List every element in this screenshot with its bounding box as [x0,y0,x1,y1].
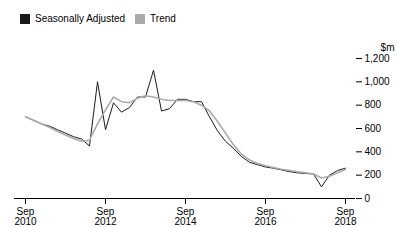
svg-text:Sep2012: Sep2012 [94,206,117,227]
svg-text:400: 400 [365,146,382,157]
svg-text:Sep2010: Sep2010 [14,206,37,227]
svg-text:Sep2014: Sep2014 [174,206,197,227]
svg-text:800: 800 [365,99,382,110]
html-text:Trend: Trend [150,13,176,24]
svg-text:1,200: 1,200 [365,53,390,64]
svg-text:1,000: 1,000 [365,76,390,87]
svg-text:0: 0 [365,193,371,204]
html-text:Seasonally Adjusted: Seasonally Adjusted [35,13,126,24]
svg-text:$m: $m [381,42,395,53]
svg-text:600: 600 [365,123,382,134]
svg-text:200: 200 [365,169,382,180]
svg-text:Sep2016: Sep2016 [254,206,277,227]
svg-text:Sep2018: Sep2018 [334,206,357,227]
